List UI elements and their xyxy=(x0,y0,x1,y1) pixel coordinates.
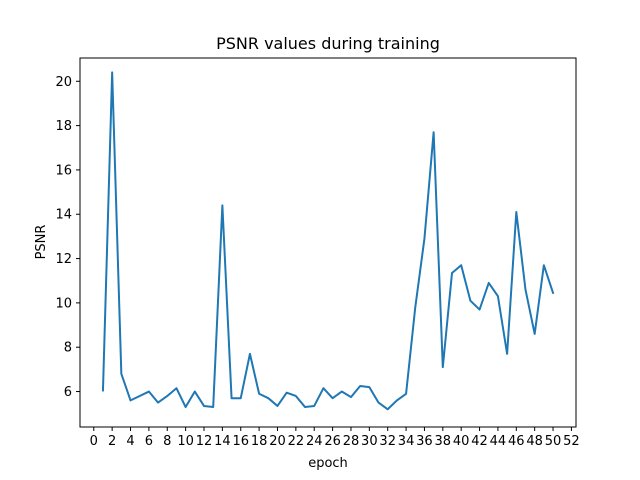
x-tick-label: 30 xyxy=(361,434,378,449)
x-tick-label: 4 xyxy=(126,434,134,449)
x-tick-label: 44 xyxy=(490,434,507,449)
series-line xyxy=(101,71,555,411)
y-tick-label: 8 xyxy=(64,341,72,356)
x-tick-label: 40 xyxy=(453,434,470,449)
y-tick-label: 16 xyxy=(55,163,72,178)
plot-frame xyxy=(79,57,577,428)
x-tick-label: 16 xyxy=(232,434,249,449)
y-tick-label: 18 xyxy=(55,119,72,134)
y-axis-label: PSNR xyxy=(34,225,49,260)
x-tick-label: 50 xyxy=(545,434,562,449)
chart-title: PSNR values during training xyxy=(216,34,440,53)
x-tick-label: 22 xyxy=(288,434,305,449)
y-tick-label: 6 xyxy=(64,385,72,400)
x-tick-label: 10 xyxy=(177,434,194,449)
x-tick-label: 38 xyxy=(435,434,452,449)
x-tick-label: 6 xyxy=(145,434,153,449)
x-tick-label: 46 xyxy=(508,434,525,449)
x-tick-label: 52 xyxy=(563,434,580,449)
x-tick-label: 28 xyxy=(343,434,360,449)
x-tick-label: 48 xyxy=(526,434,543,449)
y-tick-label: 14 xyxy=(55,208,72,223)
x-tick-label: 34 xyxy=(398,434,415,449)
x-tick-label: 24 xyxy=(306,434,323,449)
x-axis-label: epoch xyxy=(308,456,348,471)
x-tick-label: 20 xyxy=(269,434,286,449)
x-tick-label: 26 xyxy=(324,434,341,449)
x-tick-label: 14 xyxy=(214,434,231,449)
x-tick-label: 12 xyxy=(196,434,213,449)
x-tick-label: 32 xyxy=(379,434,396,449)
x-tick-label: 18 xyxy=(251,434,268,449)
x-tick-label: 42 xyxy=(471,434,488,449)
y-tick-label: 20 xyxy=(55,75,72,90)
x-tick-label: 2 xyxy=(108,434,116,449)
x-tick-label: 36 xyxy=(416,434,433,449)
y-tick-label: 12 xyxy=(55,252,72,267)
x-tick-label: 0 xyxy=(90,434,98,449)
x-tick-label: 8 xyxy=(163,434,171,449)
plot-area: 0 2 4 6 8 10 12 14 16 18 20 22 24 26 28 30 32 34 36 38 40 42 4… xyxy=(55,57,580,449)
y-tick-label: 10 xyxy=(55,296,72,311)
